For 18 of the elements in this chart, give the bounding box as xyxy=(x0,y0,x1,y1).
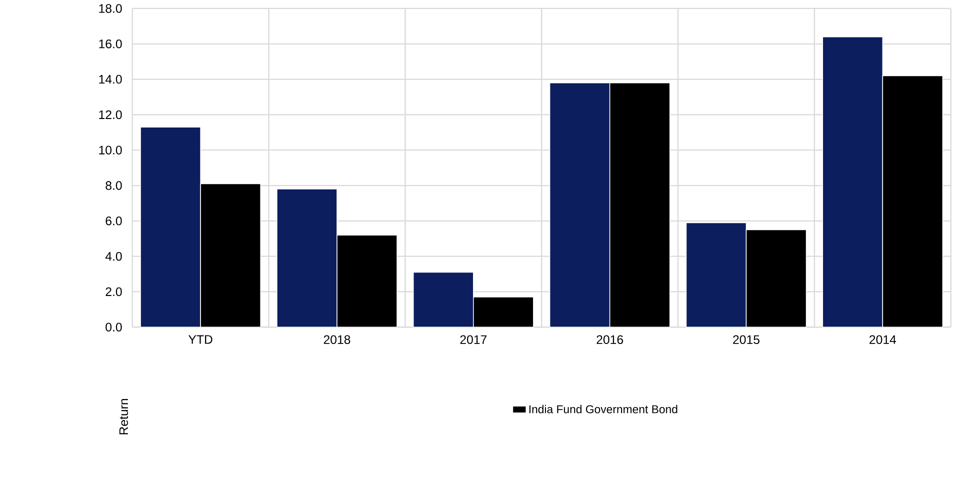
y-tick-label: 8.0 xyxy=(106,180,122,190)
y-tick-label: 2.0 xyxy=(106,287,122,296)
x-tick-label: 2017 xyxy=(460,335,487,344)
x-tick-label: 2014 xyxy=(870,335,896,344)
y-tick-label: 16.0 xyxy=(99,39,122,48)
y-tick-label: 10.0 xyxy=(99,146,122,154)
y-tick-label: 14.0 xyxy=(99,74,122,84)
y-axis-title: Return xyxy=(119,398,128,434)
legend-label: India Fund Government Bond xyxy=(529,404,678,414)
x-tick-label: 2015 xyxy=(733,335,760,344)
y-tick-label: 6.0 xyxy=(106,216,122,226)
y-tick-label: 12.0 xyxy=(99,110,122,119)
y-tick-label: 0.0 xyxy=(106,322,122,332)
x-tick-label: YTD xyxy=(188,335,212,344)
y-tick-label: 18.0 xyxy=(99,4,122,13)
y-tick-label: 4.0 xyxy=(105,252,122,261)
x-tick-label: 2018 xyxy=(324,335,350,344)
x-tick-label: 2016 xyxy=(596,335,624,344)
